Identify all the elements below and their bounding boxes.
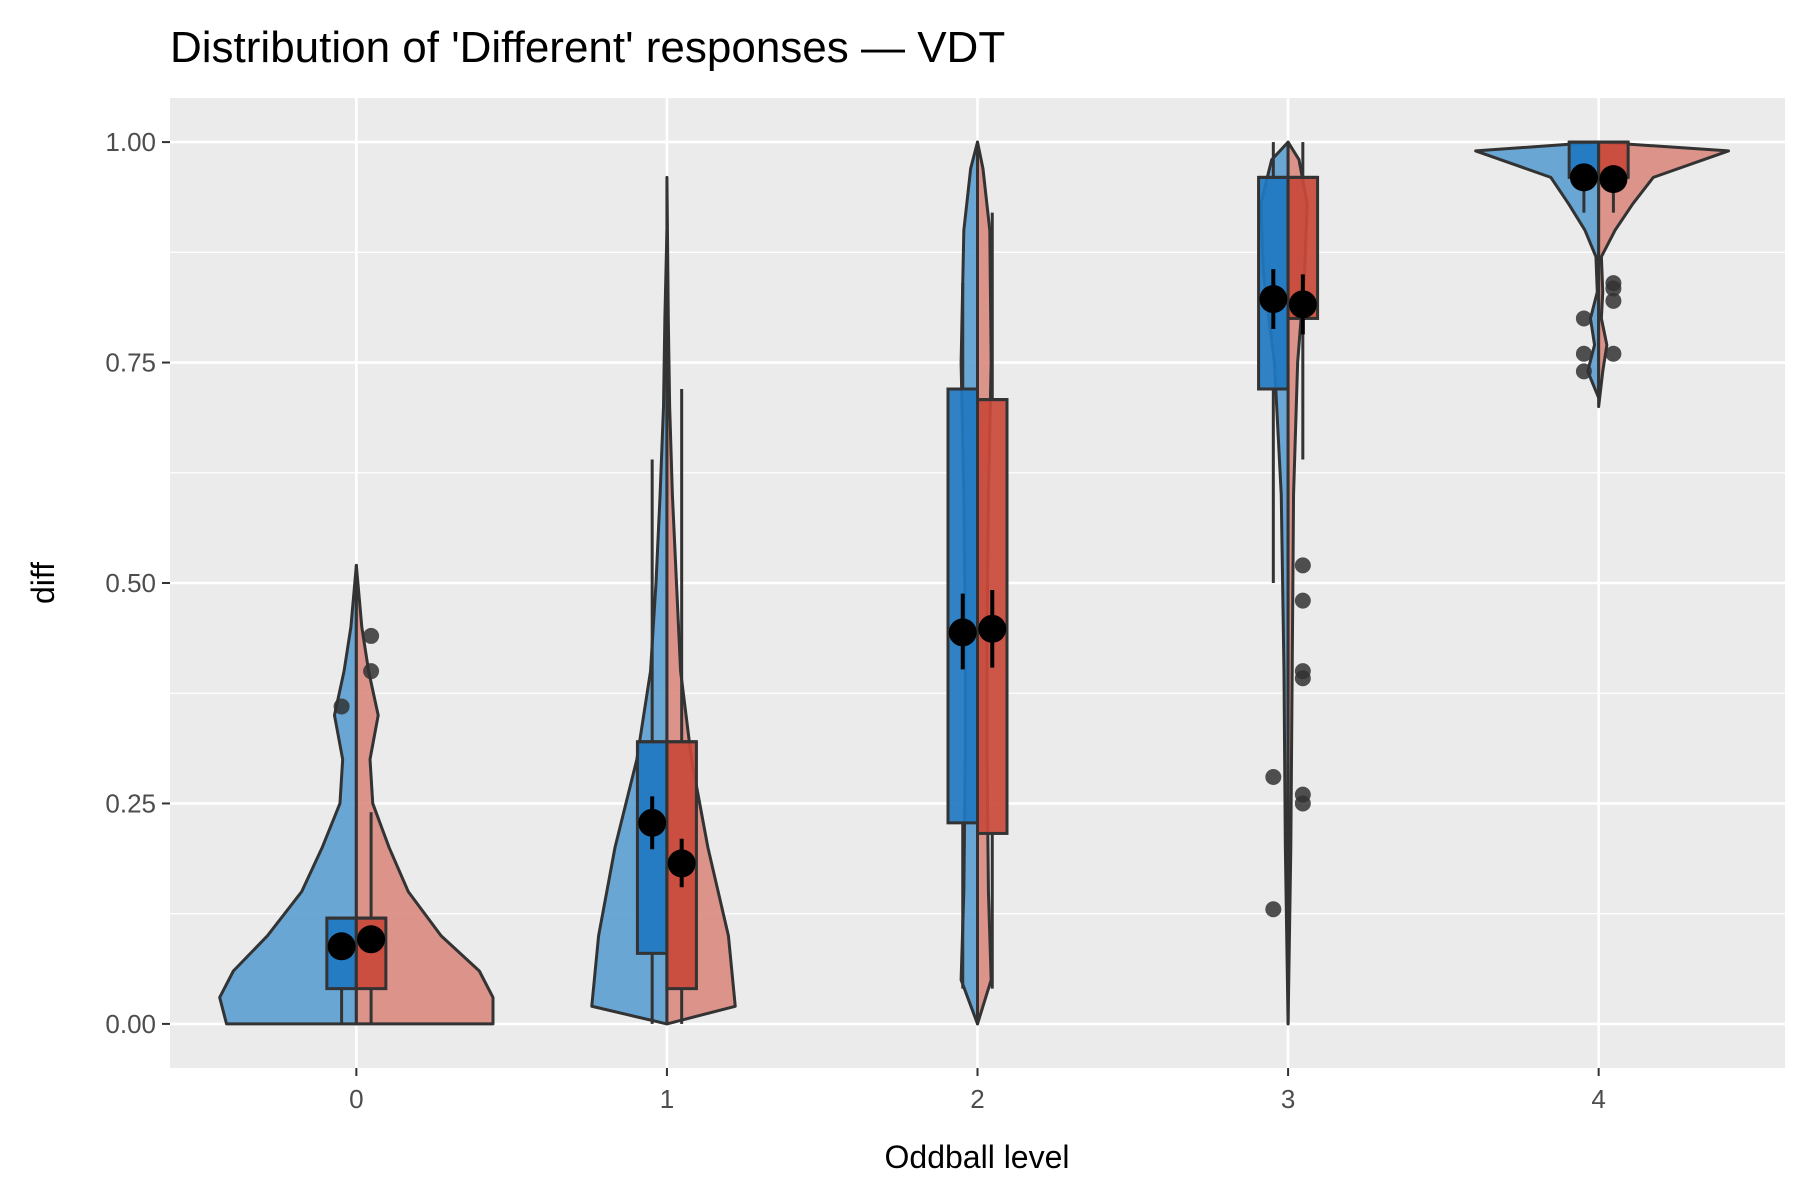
x-axis: 0 1 2 3 4: [349, 1068, 1606, 1114]
group-3-left-outlier-point: [1265, 769, 1282, 785]
y-tick-label: 0.50: [105, 568, 156, 598]
x-tick-label: 4: [1591, 1084, 1605, 1114]
group-0-left-mean-point: [327, 932, 356, 961]
group-1-right-mean-point: [667, 849, 696, 878]
group-2-right-mean-point: [978, 614, 1007, 643]
y-tick-label: 0.00: [105, 1009, 156, 1039]
group-4-right-outlier-point: [1605, 345, 1622, 362]
group-0-right-mean-point: [357, 925, 386, 954]
chart-title: Distribution of 'Different' responses — …: [170, 23, 1005, 72]
chart-marks: [218, 140, 1730, 1026]
group-1-left-mean-point: [638, 808, 667, 837]
group-3-right-outlier-point: [1294, 557, 1311, 574]
group-3-right-mean-point: [1288, 290, 1317, 319]
y-axis-title: diff: [25, 562, 61, 604]
group-3-right-outlier-point: [1294, 592, 1311, 609]
group-0-left-violin: [218, 563, 358, 1026]
x-tick-label: 2: [970, 1084, 984, 1114]
group-4-left-outlier-point: [1575, 363, 1592, 380]
group-0-right-violin: [354, 563, 495, 1026]
x-tick-label: 3: [1281, 1084, 1295, 1114]
group-0-right-outlier-point: [363, 627, 380, 644]
group-4-right-mean-point: [1599, 165, 1628, 194]
group-4-right-outlier-point: [1605, 292, 1622, 309]
group-4-left-outlier-point: [1575, 345, 1592, 362]
x-axis-title: Oddball level: [885, 1139, 1070, 1175]
group-3-left-outlier-point: [1265, 901, 1282, 918]
y-tick-label: 1.00: [105, 127, 156, 157]
group-3-left-box: [1257, 175, 1290, 391]
group-3-left-mean-point: [1259, 285, 1288, 314]
group-3-right-outlier-point: [1294, 670, 1311, 687]
group-3-right-outlier-point: [1294, 795, 1311, 812]
group-0-right-outlier-point: [363, 663, 380, 680]
x-tick-label: 0: [349, 1084, 363, 1114]
group-0-left-outlier-point: [333, 698, 350, 715]
group-2-left-mean-point: [948, 618, 977, 647]
y-axis: 0.00 0.25 0.50 0.75 1.00: [105, 127, 170, 1039]
y-tick-label: 0.25: [105, 788, 156, 818]
group-4-left-mean-point: [1569, 163, 1598, 192]
x-tick-label: 1: [660, 1084, 674, 1114]
y-tick-label: 0.75: [105, 348, 156, 378]
group-4-left-outlier-point: [1575, 310, 1592, 327]
group-4-right-outlier-point: [1605, 280, 1622, 297]
